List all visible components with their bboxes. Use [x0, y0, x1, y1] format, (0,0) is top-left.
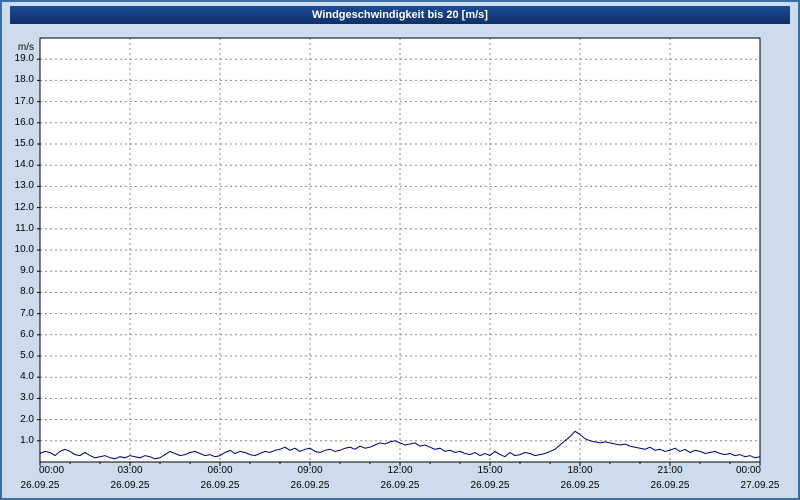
y-tick-label: 9.0 — [20, 265, 34, 277]
x-tick-date-label: 26.09.25 — [650, 480, 690, 491]
y-tick-label: 14.0 — [14, 159, 34, 171]
y-tick-label: 10.0 — [14, 244, 34, 255]
x-tick-time-label: 00:00 — [735, 465, 761, 476]
x-tick-time-label: 09:00 — [297, 465, 323, 476]
x-tick-date-label: 26.09.25 — [380, 480, 420, 491]
x-tick-time-label: 03:00 — [117, 465, 143, 476]
x-tick-time-label: 12:00 — [387, 465, 413, 476]
y-tick-label: 15.0 — [14, 138, 34, 149]
x-tick-time-label: 15:00 — [477, 465, 503, 476]
y-tick-label: 11.0 — [15, 222, 34, 234]
x-tick-date-label: 26.09.25 — [20, 480, 60, 491]
y-tick-label: 8.0 — [20, 286, 34, 298]
x-tick-time-label: 06:00 — [207, 465, 233, 476]
y-tick-label: 12.0 — [14, 201, 34, 213]
y-tick-label: 3.0 — [20, 392, 34, 404]
x-tick-date-label: 27.09.25 — [740, 480, 780, 491]
wind-speed-line — [39, 430, 761, 460]
y-tick-label: 17.0 — [14, 95, 34, 107]
chart-title: Windgeschwindigkeit bis 20 [m/s] — [10, 6, 790, 24]
x-tick-date-label: 26.09.25 — [290, 480, 330, 491]
x-tick-time-label: 18:00 — [567, 465, 593, 476]
y-tick-label: 1.0 — [20, 434, 34, 446]
y-axis-unit-label: m/s — [17, 42, 34, 53]
y-tick-label: 18.0 — [14, 74, 34, 86]
x-tick-date-label: 26.09.25 — [560, 480, 600, 491]
x-tick-date-label: 26.09.25 — [200, 480, 240, 491]
y-tick-label: 13.0 — [14, 180, 34, 192]
y-tick-label: 16.0 — [14, 116, 34, 128]
y-tick-label: 6.0 — [20, 328, 34, 340]
x-tick-date-label: 26.09.25 — [470, 480, 510, 491]
y-tick-label: 7.0 — [20, 307, 34, 319]
y-tick-label: 19.0 — [14, 53, 34, 65]
x-tick-date-label: 26.09.25 — [110, 480, 150, 491]
y-tick-label: 5.0 — [20, 350, 34, 361]
y-tick-label: 4.0 — [20, 371, 34, 383]
x-tick-time-label: 00:00 — [39, 465, 65, 476]
x-tick-time-label: 21:00 — [657, 465, 683, 476]
y-tick-label: 2.0 — [20, 413, 34, 425]
